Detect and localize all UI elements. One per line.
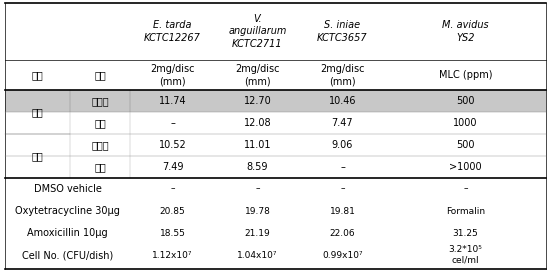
Text: Amoxicillin 10μg: Amoxicillin 10μg (27, 228, 108, 238)
Text: 9.06: 9.06 (332, 140, 353, 150)
Text: 1000: 1000 (453, 118, 478, 128)
Text: 껍질: 껍질 (94, 118, 106, 128)
Text: Cell No. (CFU/dish): Cell No. (CFU/dish) (22, 250, 113, 260)
Text: V.
anguillarum
KCTC2711: V. anguillarum KCTC2711 (228, 14, 287, 49)
Text: 산지: 산지 (31, 70, 44, 80)
Text: 2mg/disc
(mm): 2mg/disc (mm) (150, 64, 195, 86)
Text: 19.81: 19.81 (329, 207, 355, 215)
Text: DMSO vehicle: DMSO vehicle (34, 184, 101, 194)
Text: –: – (463, 184, 468, 194)
Text: 원주: 원주 (31, 107, 44, 117)
Text: 11.01: 11.01 (244, 140, 271, 150)
Text: 1.04x10⁷: 1.04x10⁷ (237, 251, 278, 259)
Text: 12.08: 12.08 (244, 118, 271, 128)
Text: >1000: >1000 (449, 162, 482, 172)
Text: 10.46: 10.46 (329, 96, 356, 106)
Text: 목질부: 목질부 (91, 140, 109, 150)
Text: 부위: 부위 (94, 70, 106, 80)
Text: 목질부: 목질부 (91, 96, 109, 106)
Text: –: – (170, 118, 175, 128)
Text: 0.99x10⁷: 0.99x10⁷ (322, 251, 363, 259)
Text: MLC (ppm): MLC (ppm) (439, 70, 492, 80)
Text: 21.19: 21.19 (245, 228, 271, 238)
Text: S. iniae
KCTC3657: S. iniae KCTC3657 (317, 20, 368, 43)
Text: –: – (255, 184, 260, 194)
Text: 18.55: 18.55 (160, 228, 186, 238)
Text: 1.12x10⁷: 1.12x10⁷ (152, 251, 193, 259)
Text: 22.06: 22.06 (329, 228, 355, 238)
Text: 껍질: 껍질 (94, 162, 106, 172)
Text: Oxytetracycline 30μg: Oxytetracycline 30μg (15, 206, 120, 216)
Text: Formalin: Formalin (446, 207, 485, 215)
Text: 2mg/disc
(mm): 2mg/disc (mm) (320, 64, 365, 86)
Text: 11.74: 11.74 (159, 96, 186, 106)
Text: 2mg/disc
(mm): 2mg/disc (mm) (235, 64, 280, 86)
Text: M. avidus
YS2: M. avidus YS2 (442, 20, 489, 43)
Text: 31.25: 31.25 (452, 228, 478, 238)
Text: –: – (170, 184, 175, 194)
Bar (5, 90, 546, 112)
Text: 20.85: 20.85 (160, 207, 185, 215)
Text: 8.59: 8.59 (247, 162, 268, 172)
Text: 19.78: 19.78 (245, 207, 271, 215)
Text: 옥천: 옥천 (31, 151, 44, 161)
Text: 7.47: 7.47 (332, 118, 353, 128)
Text: –: – (341, 184, 345, 194)
Text: 10.52: 10.52 (159, 140, 186, 150)
Text: 12.70: 12.70 (244, 96, 272, 106)
Text: –: – (340, 162, 345, 172)
Text: E. tarda
KCTC12267: E. tarda KCTC12267 (144, 20, 201, 43)
Text: 7.49: 7.49 (162, 162, 183, 172)
Text: 3.2*10⁵
cel/ml: 3.2*10⁵ cel/ml (449, 245, 483, 265)
Text: 500: 500 (456, 140, 475, 150)
Text: 500: 500 (456, 96, 475, 106)
